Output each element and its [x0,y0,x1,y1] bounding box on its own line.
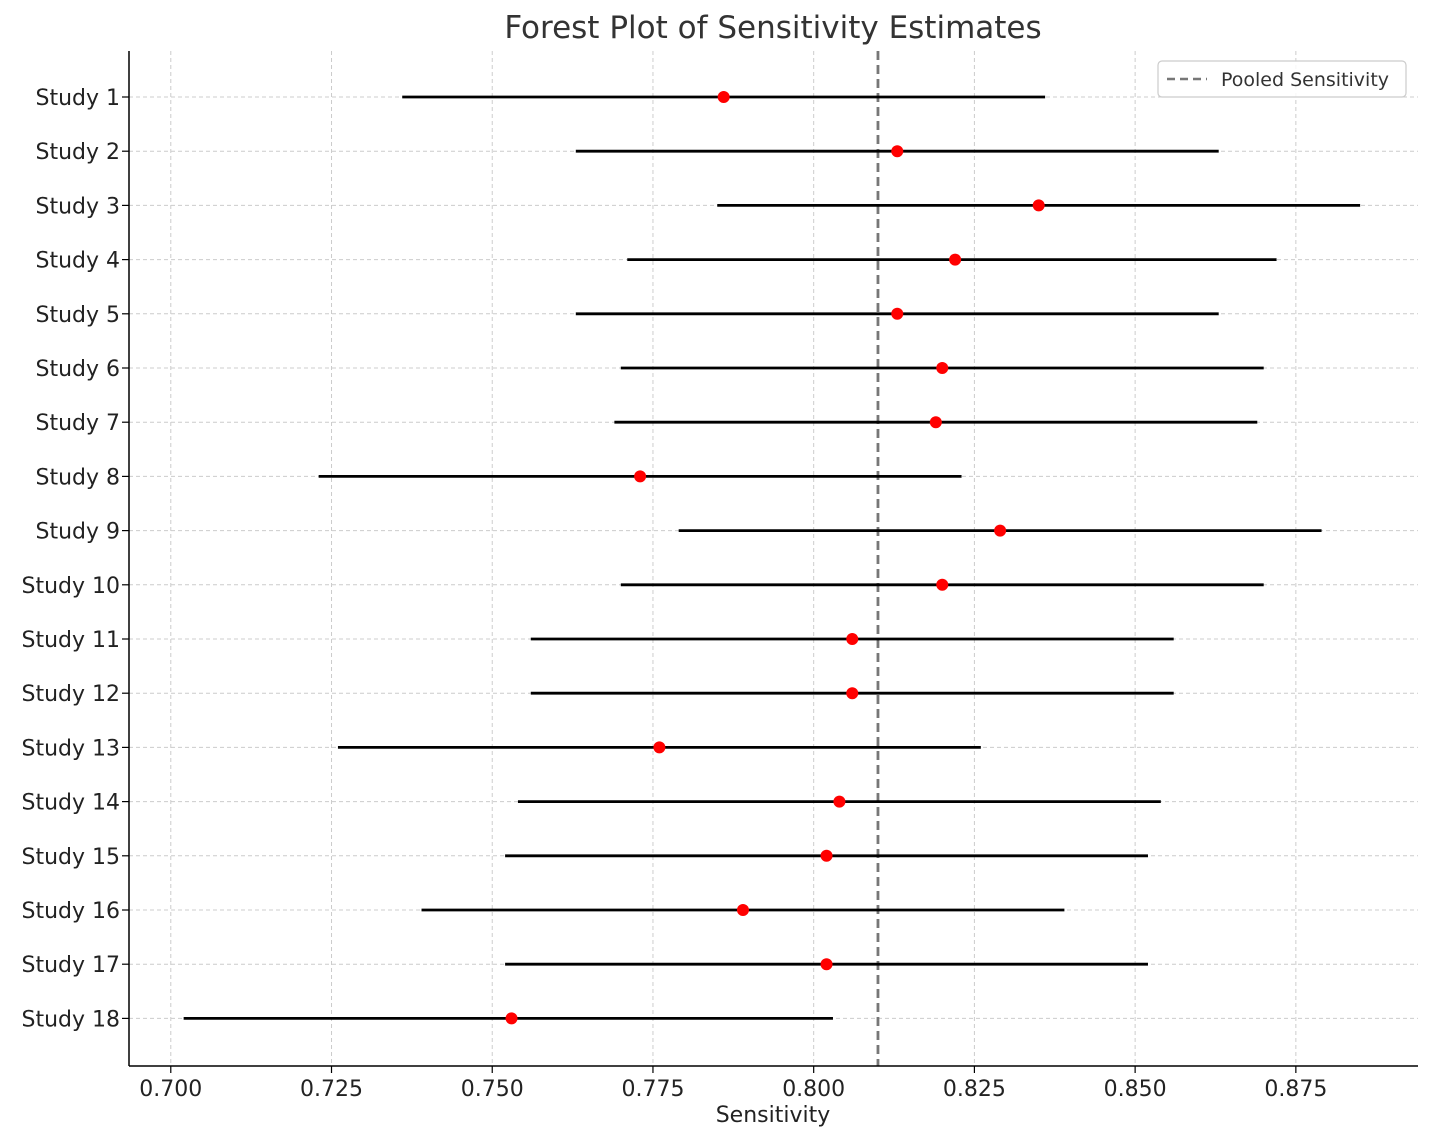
y-tick-layer: Study 1 Study 2 Study 3 Study 4 Study 5 Study… [21,86,129,1032]
y-tick-label: Study 4 [35,249,120,274]
x-tick-label: 0.800 [782,1077,845,1102]
estimate-point [653,741,666,754]
y-tick-label: Study 16 [21,899,120,924]
y-tick-label: Study 6 [35,357,120,382]
x-tick-label: 0.850 [1104,1077,1167,1102]
y-tick-label: Study 7 [35,411,120,436]
y-tick-label: Study 9 [35,520,120,545]
estimate-point [820,849,833,862]
estimate-point [936,578,949,591]
y-tick-label: Study 3 [35,194,120,219]
y-tick-label: Study 18 [21,1007,120,1032]
estimate-point [634,470,647,483]
x-axis-label: Sensitivity [716,1103,831,1128]
x-tick-label: 0.775 [621,1077,684,1102]
x-tick-label: 0.700 [139,1077,202,1102]
estimate-point [994,524,1007,537]
estimate-point [891,307,904,320]
estimate-point [846,687,859,700]
x-tick-label: 0.825 [943,1077,1006,1102]
estimate-point [820,958,833,971]
ci-layer [183,95,1361,1020]
estimate-point [1032,199,1045,212]
x-tick-layer: 0.700 0.725 0.750 0.775 0.800 0.825 0.850 0.875 [139,1066,1327,1102]
y-tick-label: Study 15 [21,845,120,870]
axes-layer [128,51,1418,1067]
estimate-point [736,904,749,916]
legend-box [1157,60,1407,98]
y-tick-label: Study 17 [21,953,120,978]
legend: Pooled Sensitivity [1157,60,1407,98]
estimate-point [833,795,846,808]
y-tick-label: Study 8 [35,465,120,490]
estimate-point [949,253,962,266]
y-tick-label: Study 13 [21,736,120,761]
estimate-point [936,362,949,374]
chart-title: Forest Plot of Sensitivity Estimates [504,10,1041,46]
x-tick-label: 0.750 [461,1077,524,1102]
y-tick-label: Study 2 [35,140,120,165]
estimate-point [717,91,730,103]
x-tick-label: 0.725 [300,1077,363,1102]
y-tick-label: Study 5 [35,303,120,328]
estimate-point [929,416,942,429]
legend-label-pooled: Pooled Sensitivity [1221,69,1389,91]
x-tick-label: 0.875 [1264,1077,1327,1102]
y-tick-label: Study 10 [21,574,120,599]
estimate-point [846,633,859,645]
grid-layer [129,51,1418,1066]
estimate-point [891,145,904,158]
y-tick-label: Study 12 [21,682,120,707]
estimate-point [505,1012,518,1025]
y-tick-label: Study 11 [21,628,120,653]
point-layer [505,91,1045,1025]
y-tick-label: Study 1 [35,86,120,111]
y-tick-label: Study 14 [21,791,120,816]
